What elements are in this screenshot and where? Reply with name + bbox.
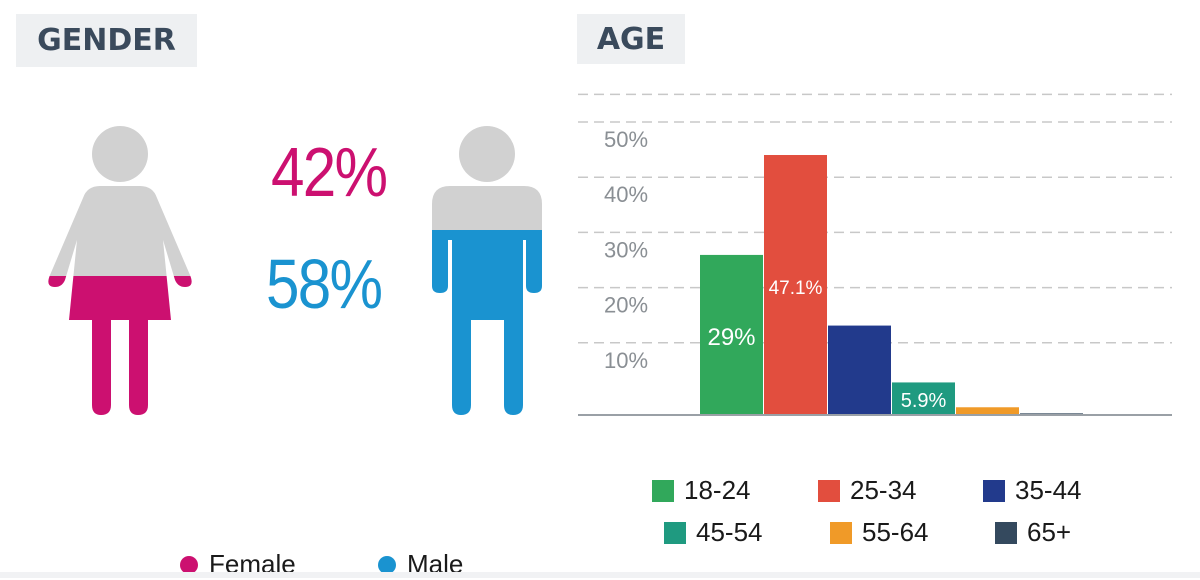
data-label-45-54: 5.9% xyxy=(901,390,947,412)
bar-35-44 xyxy=(828,325,891,415)
female-percentage: 42% xyxy=(271,133,388,211)
age-legend-label: 45-54 xyxy=(696,517,763,547)
age-legend-label: 65+ xyxy=(1027,517,1072,547)
legend-female-dot xyxy=(180,555,198,574)
age-legend-label: 55-64 xyxy=(862,517,929,547)
legend-male-dot xyxy=(378,555,396,574)
age-legend-label: 18-24 xyxy=(684,475,751,505)
y-tick-label: 30% xyxy=(604,237,648,262)
age-legend-swatch xyxy=(983,479,1005,502)
y-tick-label: 50% xyxy=(604,127,648,152)
male-percentage: 58% xyxy=(266,245,383,323)
y-tick-label: 40% xyxy=(604,182,648,207)
bar-25-34 xyxy=(764,155,827,415)
age-legend-item-18-24: 18-24 xyxy=(652,475,751,506)
age-legend-item-35-44: 35-44 xyxy=(983,475,1082,506)
female-person-icon xyxy=(48,126,192,415)
age-legend-swatch xyxy=(652,479,674,502)
age-legend-swatch xyxy=(995,521,1017,544)
data-label-25-34: 47.1% xyxy=(769,278,823,299)
y-tick-label: 20% xyxy=(604,293,648,318)
bar-55-64 xyxy=(956,407,1019,415)
age-legend-item-45-54: 45-54 xyxy=(664,517,763,548)
age-legend-item-55-64: 55-64 xyxy=(830,517,929,548)
age-legend-label: 35-44 xyxy=(1015,475,1082,505)
age-legend-item-25-34: 25-34 xyxy=(818,475,917,506)
gender-section-title: GENDER xyxy=(16,14,197,67)
age-section-title: AGE xyxy=(577,14,685,64)
data-label-18-24: 29% xyxy=(707,324,755,351)
age-legend-swatch xyxy=(664,521,686,544)
bar-18-24 xyxy=(700,254,763,415)
bar-45-54 xyxy=(892,382,955,415)
age-legend-swatch xyxy=(830,521,852,544)
y-tick-label: 10% xyxy=(604,348,648,373)
age-legend-swatch xyxy=(818,479,840,502)
age-legend-item-65+: 65+ xyxy=(995,517,1071,548)
bottom-divider xyxy=(0,572,1200,578)
age-legend-label: 25-34 xyxy=(850,475,917,505)
male-person-icon xyxy=(432,126,542,415)
